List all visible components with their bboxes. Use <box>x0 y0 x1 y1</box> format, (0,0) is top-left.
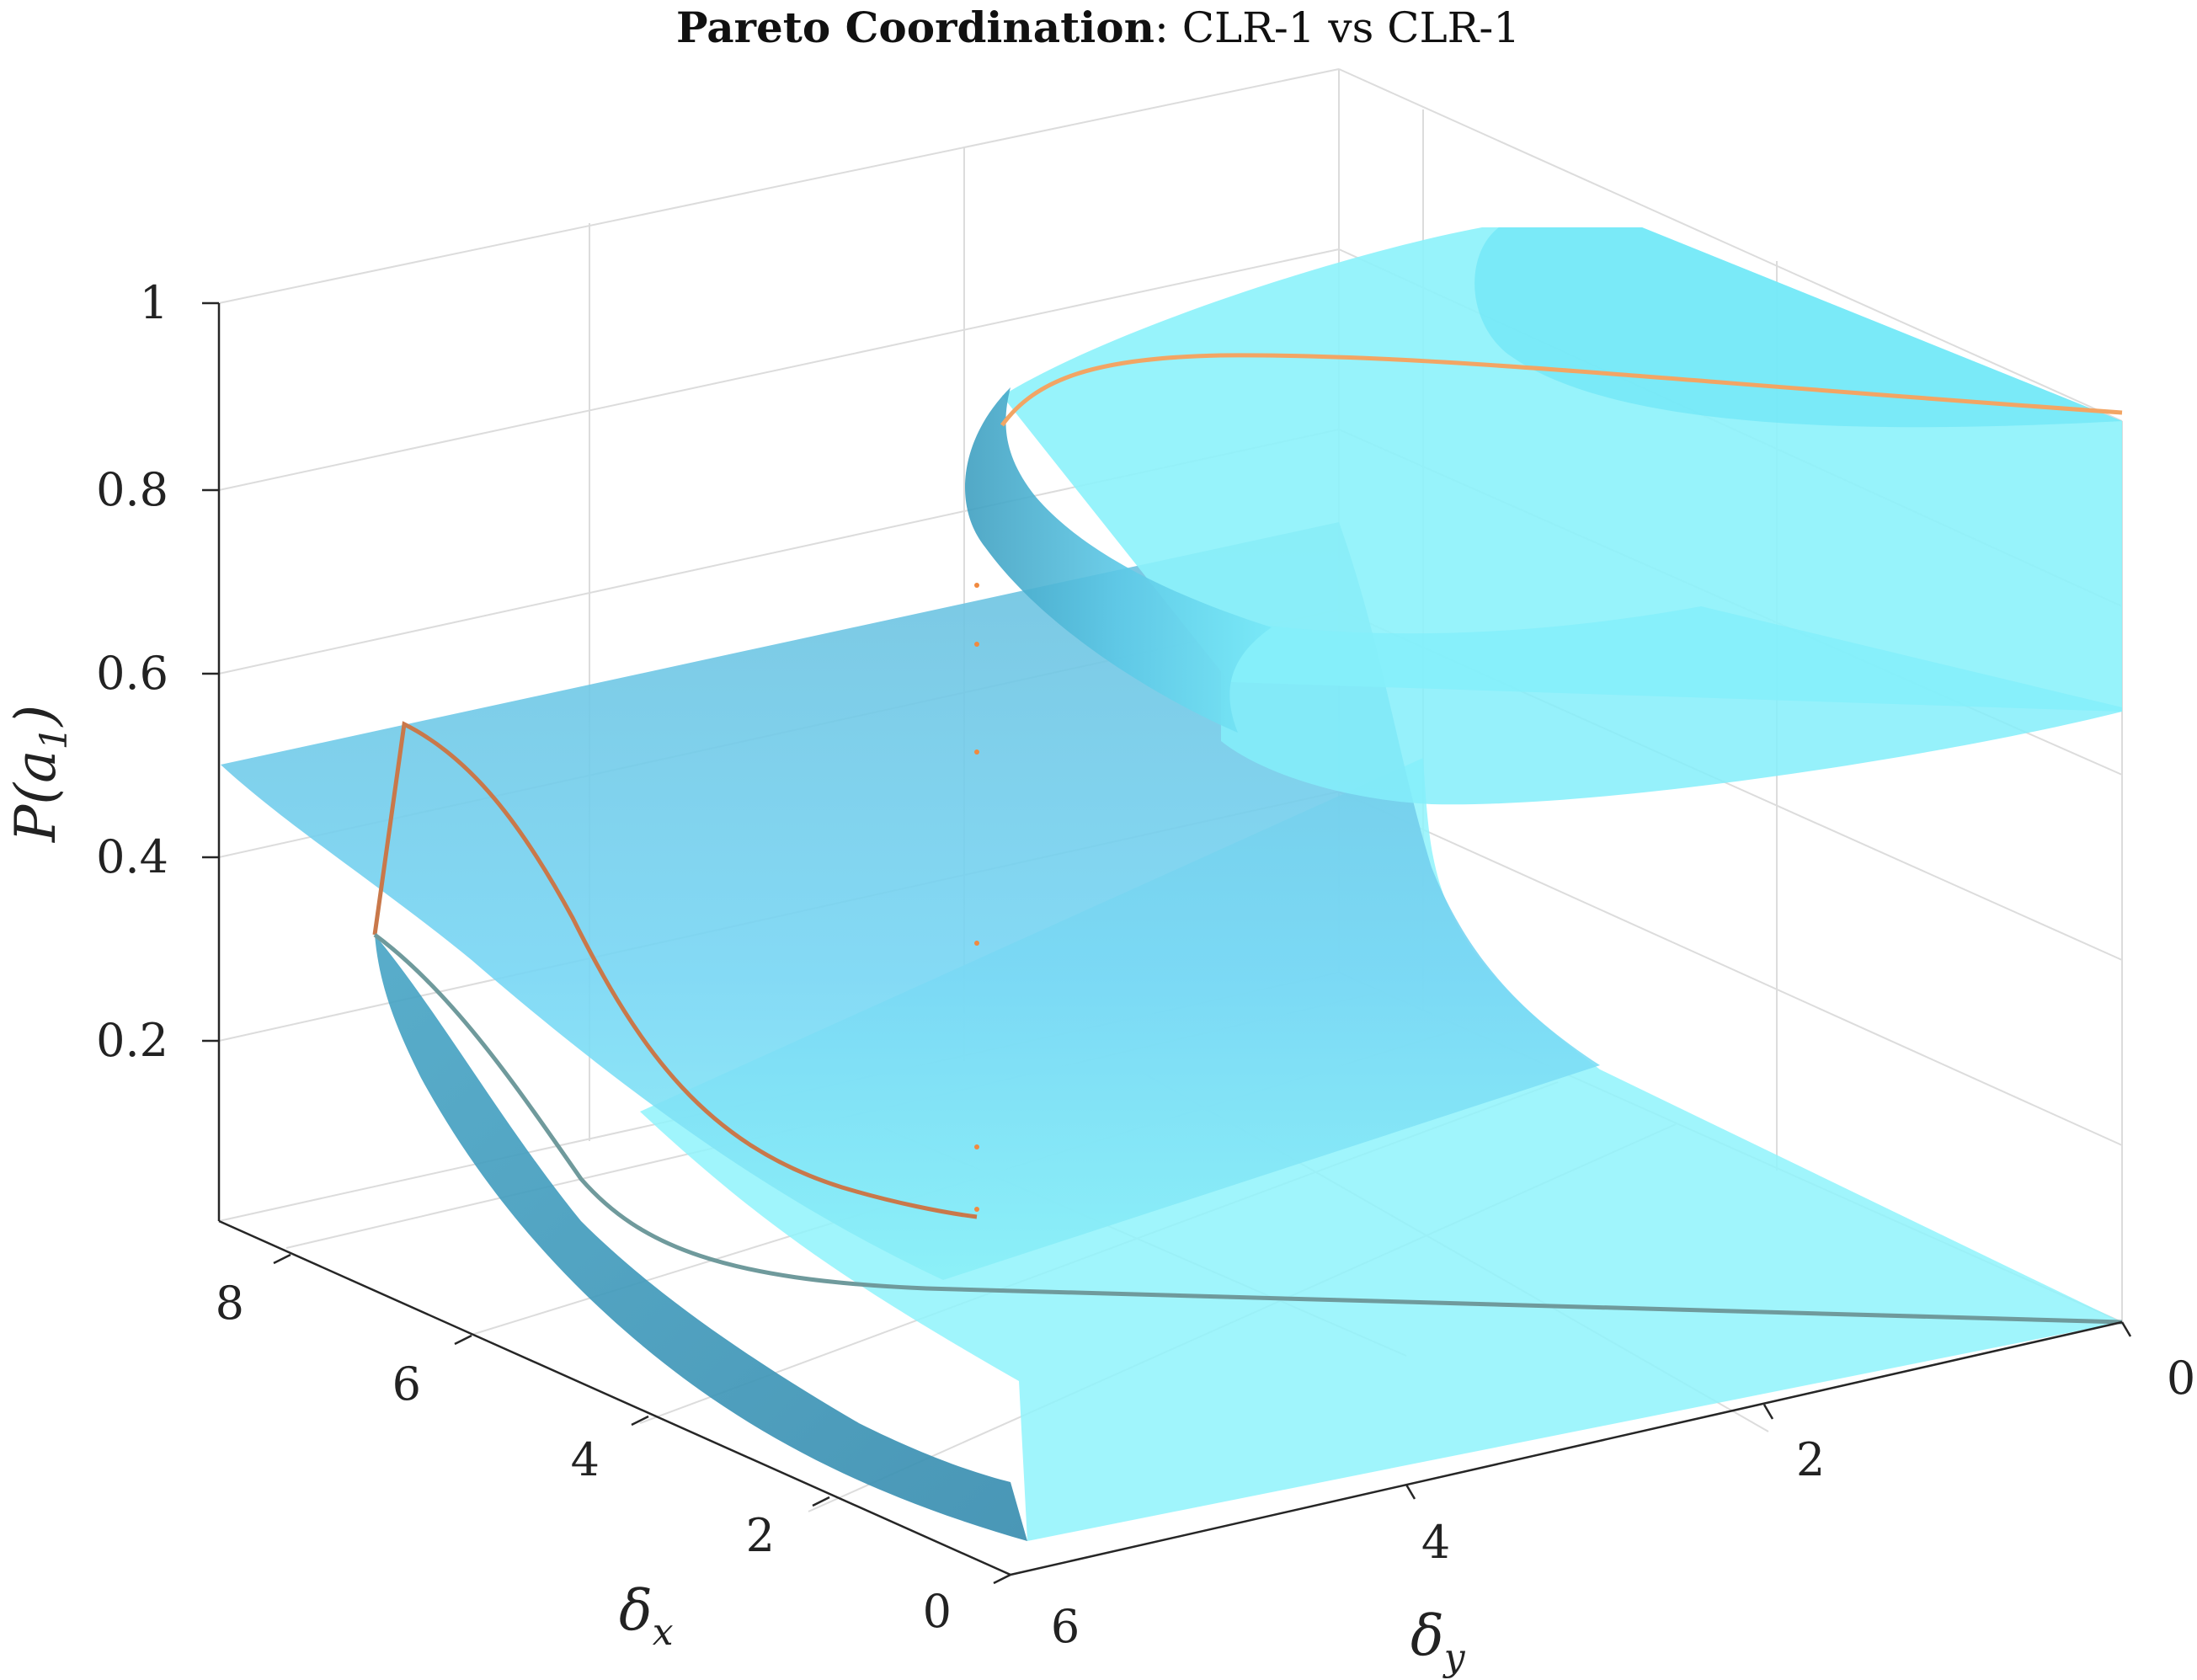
x-tick-8 <box>273 1253 291 1265</box>
z-tick-label-1: 1 <box>140 276 168 329</box>
surface-group <box>221 227 2122 1541</box>
orange-curve-lower <box>372 721 978 1219</box>
dot-6 <box>974 1207 979 1212</box>
grid-back-left-08 <box>218 248 1340 491</box>
y-axis-label-symbol: δ <box>1410 1603 1444 1668</box>
orange-curve-upper <box>1000 353 2123 427</box>
grid-back-left-top <box>218 68 1340 304</box>
dot-5 <box>974 1144 979 1149</box>
y-tick-label-6: 6 <box>1051 1600 1080 1653</box>
gray-curve <box>373 932 2123 1325</box>
y-tick-4 <box>1405 1484 1416 1500</box>
x-tick-label-0: 0 <box>923 1585 952 1638</box>
x-axis-line <box>218 1219 1011 1576</box>
z-axis-label-text: P(a1) <box>3 705 76 843</box>
z-axis-label-var: a <box>3 749 68 782</box>
z-tick-label-04: 0.4 <box>96 830 168 883</box>
orange-dots <box>974 583 979 1212</box>
z-tick-label-06: 0.6 <box>96 647 168 700</box>
x-axis-label-sub: x <box>653 1611 674 1654</box>
dot-4 <box>974 941 979 946</box>
z-axis-label: P(a1) <box>3 705 76 843</box>
surface-middle-sheet <box>1221 606 2122 805</box>
y-tick-label-4: 4 <box>1421 1516 1450 1569</box>
y-tick-2 <box>1762 1404 1774 1420</box>
axes <box>202 301 2132 1585</box>
grid-back-right-top <box>1338 68 2123 422</box>
y-axis-label: δy <box>1410 1603 1466 1679</box>
dot-3 <box>974 749 979 755</box>
x-tick-2 <box>812 1496 830 1507</box>
surface-left-fold <box>375 935 1027 1541</box>
x-tick-label-8: 8 <box>216 1277 244 1330</box>
y-tick-label-0: 0 <box>2167 1352 2195 1405</box>
x-tick-4 <box>631 1415 649 1427</box>
dot-2 <box>974 642 979 647</box>
y-axis-line <box>1010 1320 2123 1576</box>
z-axis-label-close: ) <box>3 705 68 728</box>
y-axis-label-sub: y <box>1442 1636 1466 1679</box>
x-tick-label-4: 4 <box>571 1433 600 1486</box>
z-tick-label-08: 0.8 <box>96 463 168 516</box>
chart-title: Pareto Coordination: CLR-1 vs CLR-1 <box>676 3 1520 52</box>
x-axis-label-symbol: δ <box>619 1578 653 1643</box>
x-tick-label-2: 2 <box>746 1509 775 1562</box>
title-bold: Pareto Coordination <box>676 3 1154 52</box>
title-rest: : CLR-1 vs CLR-1 <box>1154 3 1520 52</box>
x-tick-6 <box>454 1334 472 1346</box>
y-tick-0 <box>2120 1321 2132 1337</box>
curve-group <box>372 353 2123 1325</box>
dot-1 <box>974 583 979 588</box>
x-tick-0 <box>993 1573 1011 1585</box>
surface-fold-tube <box>965 387 1272 733</box>
x-tick-label-6: 6 <box>392 1357 421 1411</box>
z-axis-label-open: P( <box>3 782 68 843</box>
z-axis-label-sub: 1 <box>33 726 76 749</box>
z-tick-label-02: 0.2 <box>96 1014 168 1067</box>
x-axis-label: δx <box>619 1578 674 1654</box>
grid-back-right-02 <box>1338 791 2123 1146</box>
y-tick-label-2: 2 <box>1796 1433 1825 1486</box>
